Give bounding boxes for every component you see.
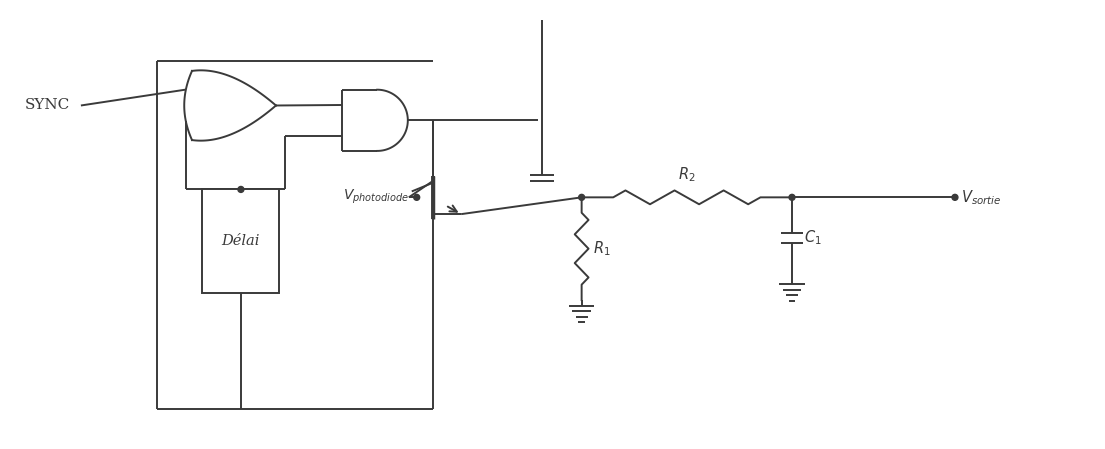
Circle shape — [579, 194, 585, 200]
Circle shape — [953, 194, 958, 200]
Text: $C_1$: $C_1$ — [803, 229, 821, 247]
Text: $V_{photodiode}$: $V_{photodiode}$ — [343, 188, 409, 207]
Text: SYNC: SYNC — [24, 98, 70, 113]
Text: $R_2$: $R_2$ — [678, 165, 695, 184]
Text: $R_1$: $R_1$ — [593, 239, 611, 258]
Circle shape — [789, 194, 794, 200]
Text: Délai: Délai — [222, 234, 260, 248]
Text: $V_{sortie}$: $V_{sortie}$ — [961, 188, 1001, 207]
Bar — [202, 189, 280, 293]
Circle shape — [413, 194, 420, 200]
Circle shape — [238, 186, 244, 193]
